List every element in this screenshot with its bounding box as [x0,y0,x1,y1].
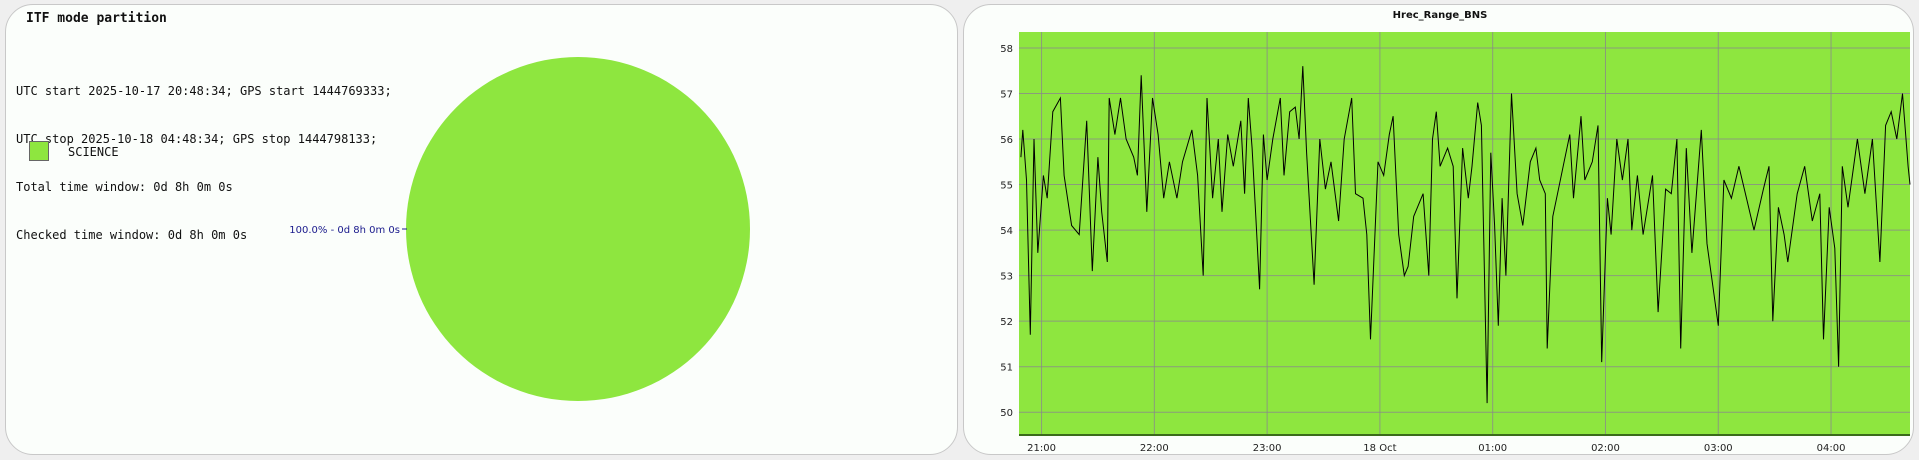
legend-swatch-science [29,141,49,161]
x-tick-label: 02:00 [1591,443,1620,454]
x-tick-label: 18 Oct [1363,443,1396,454]
info-line: Total time window: 0d 8h 0m 0s [16,180,233,194]
y-tick-label: 56 [1000,135,1013,146]
y-tick-label: 55 [1000,181,1013,192]
pie-slice-science [406,57,750,401]
pie-slice-label: 100.0% - 0d 8h 0m 0s [289,225,400,236]
x-tick-label: 21:00 [1027,443,1056,454]
chart-title: Hrec_Range_BNS [1393,10,1488,21]
x-axis: 21:00 22:00 23:00 18 Oct 01:00 02:00 03:00 04:0… [1027,443,1845,454]
itf-mode-partition-panel: ITF mode partition UTC start 2025-10-17 … [5,4,958,455]
info-line: Checked time window: 0d 8h 0m 0s [16,228,248,242]
x-tick-label: 22:00 [1140,443,1169,454]
y-tick-label: 53 [1000,272,1013,283]
y-axis: 50 51 52 53 54 55 56 57 58 [1000,44,1013,419]
y-tick-label: 51 [1000,363,1013,374]
info-line: UTC stop 2025-10-18 04:48:34; GPS stop 1… [16,132,378,146]
hrec-range-bns-panel: Hrec_Range_BNS 50 51 52 53 54 55 56 57 58 21:00 2… [963,4,1914,455]
grid [1019,32,1910,435]
x-tick-label: 03:00 [1704,443,1733,454]
x-tick-label: 01:00 [1478,443,1507,454]
y-tick-label: 57 [1000,89,1013,100]
y-tick-label: 58 [1000,44,1013,55]
plot-area [1019,32,1910,435]
x-tick-label: 04:00 [1817,443,1846,454]
series-line [1020,66,1911,404]
time-window-info: UTC start 2025-10-17 20:48:34; GPS start… [16,51,392,275]
info-line: UTC start 2025-10-17 20:48:34; GPS start… [16,84,392,98]
y-tick-label: 52 [1000,317,1013,328]
x-tick-label: 23:00 [1253,443,1282,454]
y-tick-label: 50 [1000,408,1013,419]
pie-chart: 100.0% - 0d 8h 0m 0s [289,57,750,401]
panel-title: ITF mode partition [26,11,167,26]
legend-label-science: SCIENCE [68,145,119,159]
y-tick-label: 54 [1000,226,1013,237]
